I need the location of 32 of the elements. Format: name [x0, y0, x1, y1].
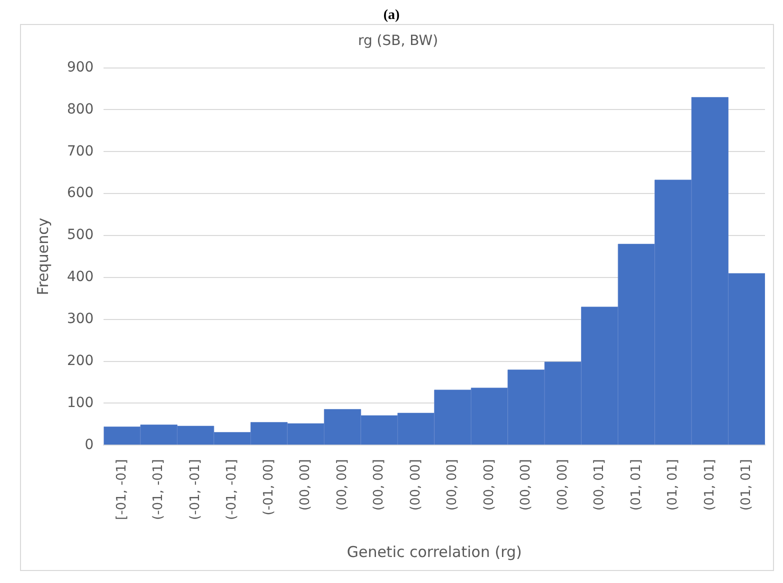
y-tick-label: 300 [66, 310, 94, 327]
x-tick-label: (00, 01] [592, 459, 608, 511]
y-tick-label: 800 [66, 101, 94, 118]
chart-title: rg (SB, BW) [358, 33, 438, 50]
x-tick-label: (00, 00] [518, 459, 534, 511]
y-tick-label: 0 [84, 436, 94, 453]
x-tick-label: (00, 00] [298, 459, 314, 511]
y-tick-label: 900 [66, 59, 94, 76]
x-tick-label: (00, 00] [372, 459, 387, 511]
x-tick-label: (00, 00] [482, 459, 497, 511]
y-axis-title: Frequency [34, 218, 52, 296]
x-tick-label: (-01, 00] [261, 459, 276, 516]
y-tick-label: 600 [66, 185, 94, 202]
x-tick-label: [-01, -01] [114, 459, 130, 520]
x-tick-label: (00, 00] [334, 459, 350, 511]
x-axis-title: Genetic correlation (rg) [346, 542, 522, 561]
x-tick-label: (00, 00] [408, 459, 424, 511]
x-tick-label: (00, 00] [555, 459, 570, 511]
y-tick-label: 500 [66, 227, 94, 244]
x-tick-label: (01, 01] [702, 459, 718, 511]
x-tick-label: (00, 00] [445, 459, 460, 511]
y-tick-label: 100 [66, 394, 94, 411]
x-tick-label: (01, 01] [666, 459, 681, 511]
y-tick-label: 200 [66, 352, 94, 369]
x-tick-label: (01, 01] [739, 459, 754, 511]
x-tick-label: (-01, -01] [224, 459, 240, 520]
text: (a) [382, 8, 401, 24]
x-tick-label: (01, 01] [628, 459, 644, 511]
y-tick-label: 700 [66, 143, 94, 160]
x-tick-label: (-01, -01] [188, 459, 203, 520]
x-tick-label: (-01, -01] [151, 459, 166, 520]
y-tick-label: 400 [66, 269, 94, 286]
